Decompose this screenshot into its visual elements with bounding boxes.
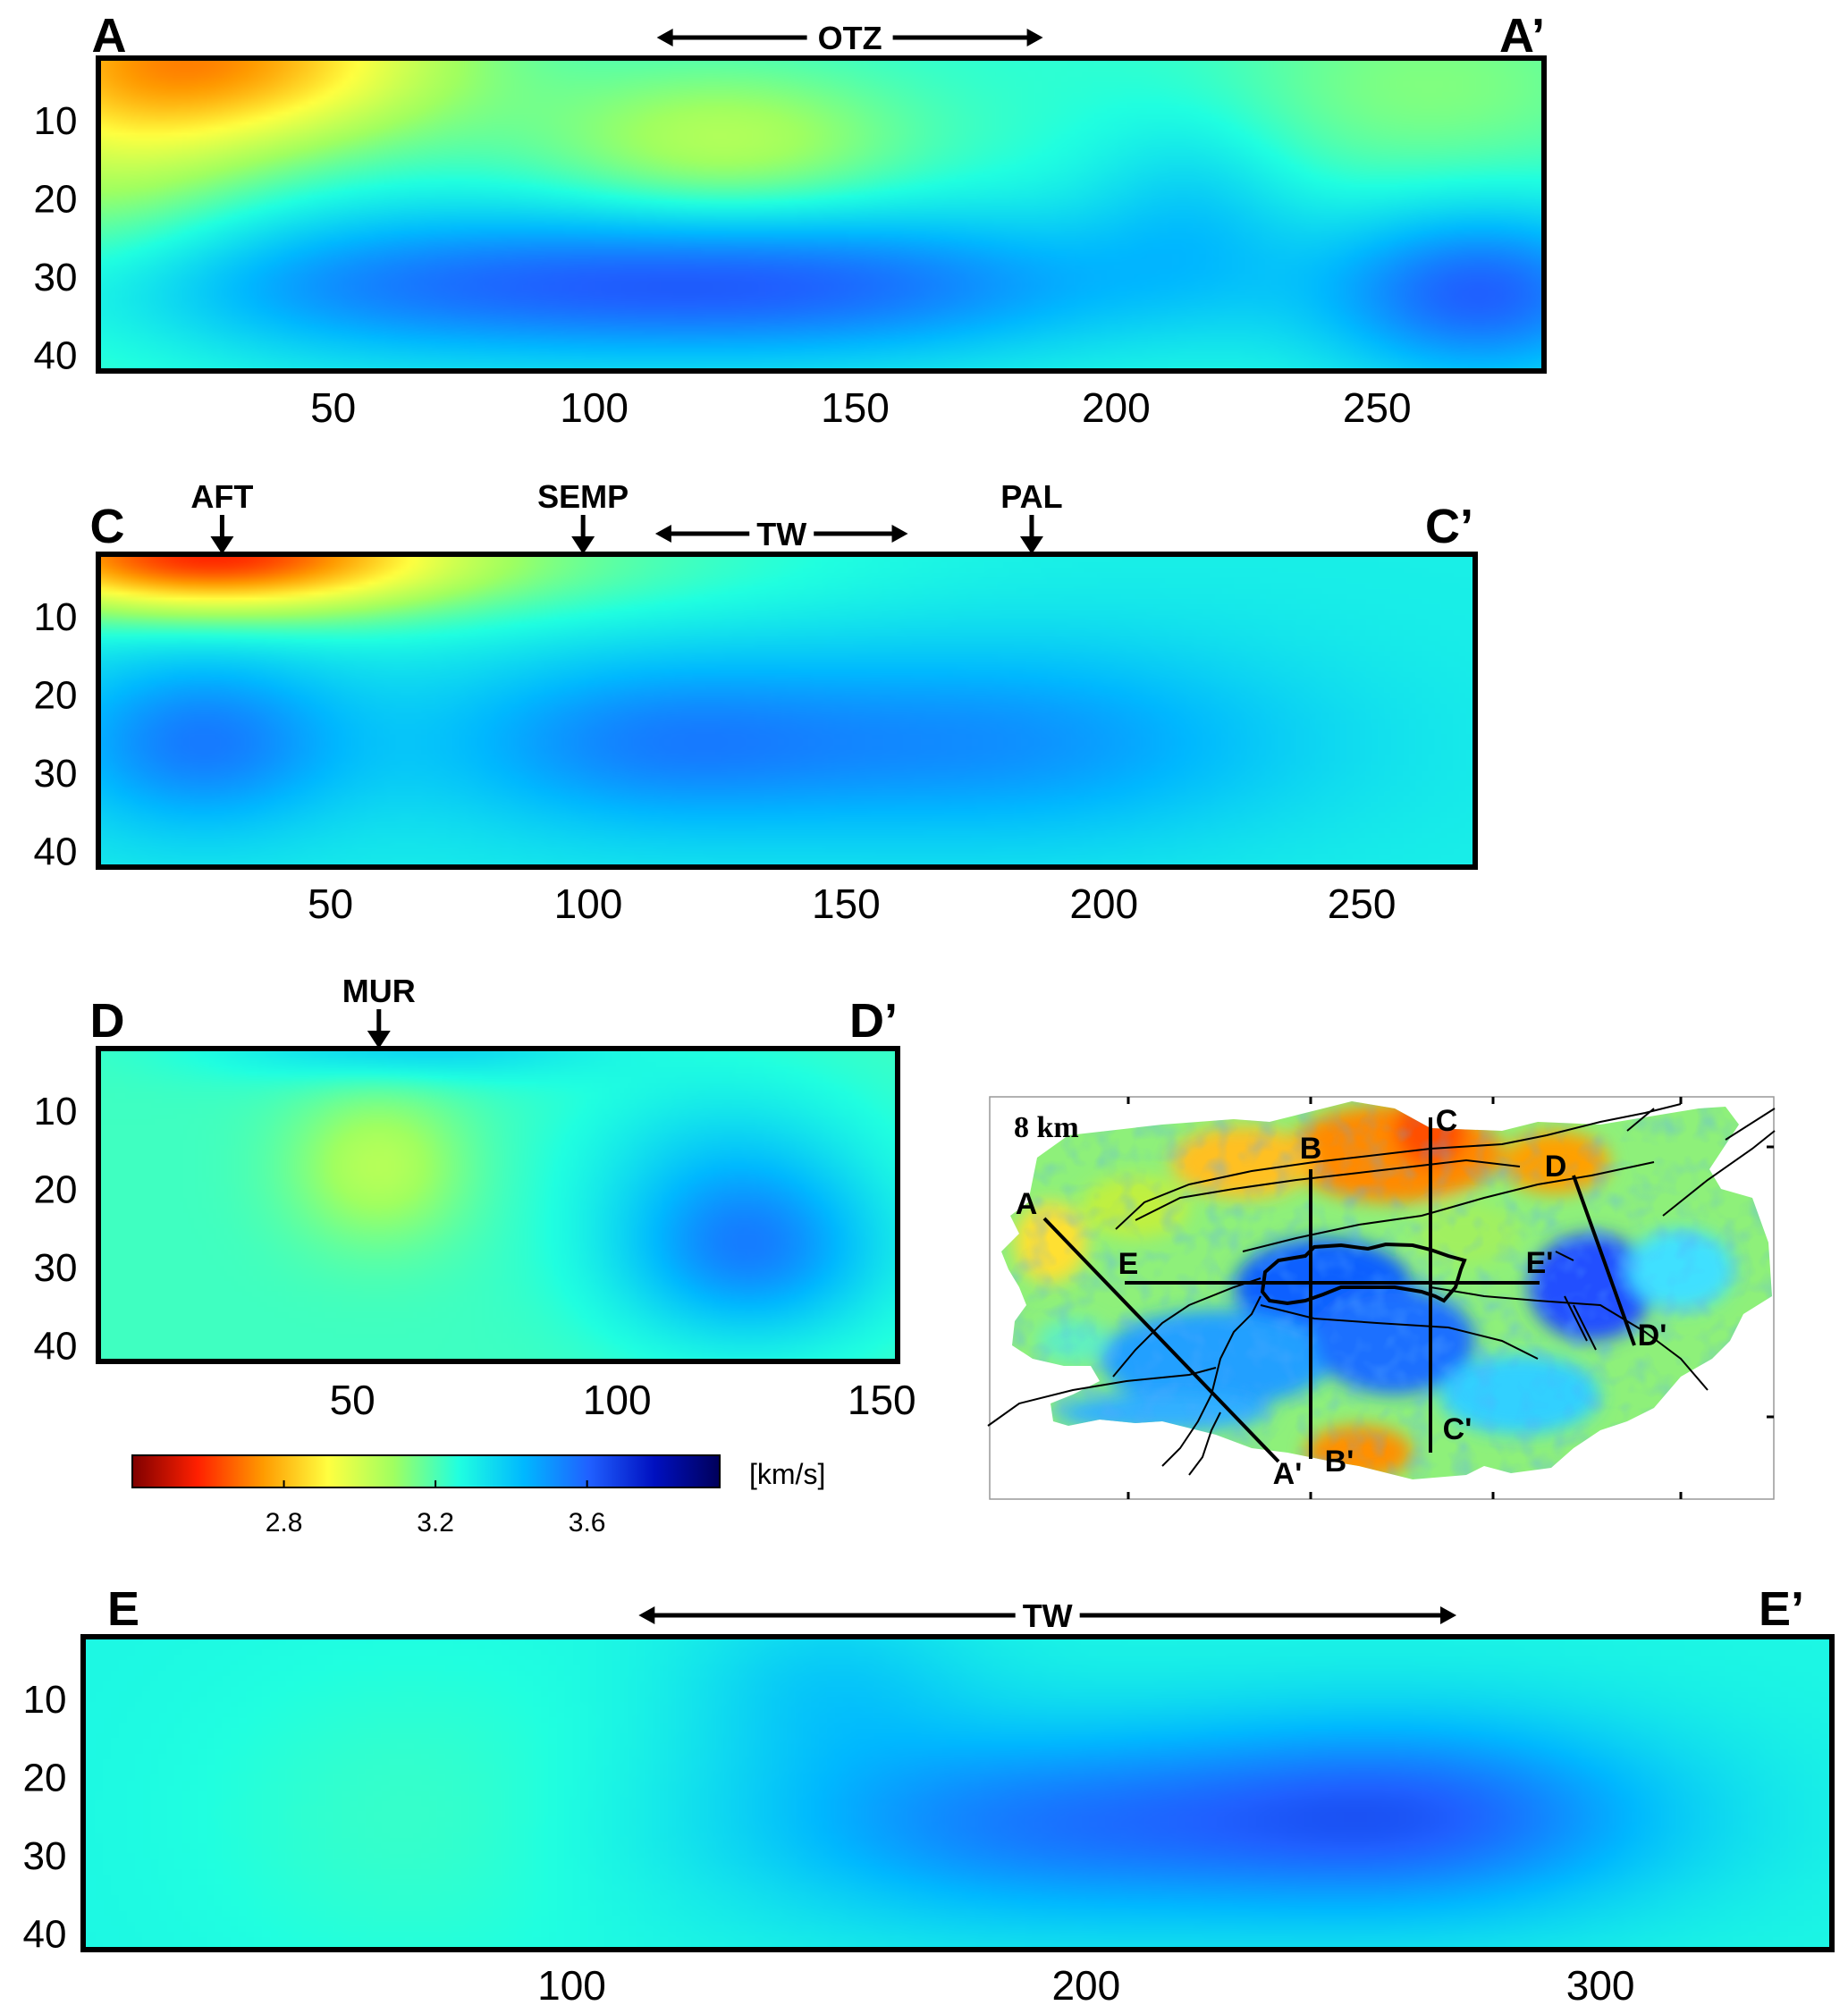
section-start-label: D [90, 994, 125, 1048]
velocity-field [83, 1637, 1832, 1950]
x-tick-label: 100 [537, 1962, 606, 2009]
caldera-outline [1260, 1242, 1467, 1306]
section-end-label: C’ [1425, 500, 1473, 553]
location-arrow: MUR [342, 973, 416, 1049]
location-label: MUR [342, 973, 416, 1009]
inset-profile-label: C [1436, 1104, 1458, 1138]
y-tick-label: 10 [23, 1678, 67, 1722]
colorbar-gradient [131, 1454, 721, 1488]
colorbar-tick-label: 3.6 [569, 1508, 606, 1538]
colorbar-tick-label: 2.8 [266, 1508, 303, 1538]
inset-profile-label: A' [1273, 1457, 1303, 1491]
location-arrow: PAL [1000, 478, 1063, 554]
x-tick-label: 200 [1082, 384, 1151, 431]
span-label: OTZ [818, 20, 882, 56]
y-tick-label: 10 [34, 595, 78, 639]
inset-depth-label: 8 km [1014, 1111, 1079, 1144]
x-tick-label: 300 [1566, 1962, 1635, 2009]
x-tick-label: 100 [560, 384, 629, 431]
y-tick-label: 10 [34, 1090, 78, 1133]
y-tick-label: 30 [23, 1834, 67, 1878]
x-tick-label: 150 [812, 881, 881, 927]
inset-profile-label: A [1016, 1187, 1038, 1221]
x-tick-label: 150 [848, 1377, 916, 1423]
inset-profile-label: E' [1526, 1246, 1554, 1280]
x-tick-label: 200 [1069, 881, 1138, 927]
location-arrow: SEMP [537, 478, 629, 554]
span-label: TW [756, 516, 806, 552]
x-tick-label: 250 [1343, 384, 1412, 431]
y-tick-label: 20 [34, 1168, 78, 1212]
x-tick-label: 150 [821, 384, 890, 431]
velocity-field [98, 58, 1544, 371]
colorbar-unit: [km/s] [749, 1458, 825, 1490]
location-label: AFT [190, 478, 253, 515]
y-tick-label: 30 [34, 752, 78, 796]
location-arrow: AFT [190, 478, 253, 554]
y-tick-label: 30 [34, 256, 78, 299]
colorbar: 2.8 3.2 3.6 [km/s] [131, 1454, 825, 1538]
y-tick-label: 40 [34, 334, 78, 378]
x-tick-label: 50 [308, 881, 353, 927]
span-annotation: TW [654, 516, 908, 552]
x-tick-label: 200 [1051, 1962, 1120, 2009]
location-label: PAL [1000, 478, 1062, 515]
velocity-field [98, 1049, 898, 1361]
y-tick-label: 20 [34, 178, 78, 222]
section-end-label: D’ [849, 994, 898, 1048]
span-annotation: TW [638, 1597, 1457, 1634]
y-tick-label: 40 [34, 1325, 78, 1369]
colorbar-ticks: 2.8 3.2 3.6 [266, 1480, 606, 1538]
section-end-label: E’ [1759, 1582, 1804, 1636]
span-annotation: OTZ [656, 20, 1043, 56]
x-tick-label: 100 [554, 881, 623, 927]
panel-CC: 10 20 30 40 50 100 150 200 250 C C’ AFT SEMP TW PAL [34, 478, 1478, 927]
panel-frame [96, 1046, 900, 1364]
panel-frame [96, 552, 1478, 870]
x-tick-label: 250 [1328, 881, 1397, 927]
panel-DD: 10 20 30 40 50 100 150 D D’ MUR [34, 973, 916, 1423]
panel-AA: 10 20 30 40 50 100 150 200 250 A A’ OTZ [34, 9, 1547, 431]
inset-profile-label: D' [1638, 1319, 1667, 1352]
panel-frame [96, 55, 1547, 374]
panel-frame [80, 1634, 1835, 1952]
section-start-label: C [90, 500, 125, 553]
y-tick-label: 10 [34, 99, 78, 143]
panel-EE: 10 20 30 40 100 200 300 E E’ TW [23, 1582, 1835, 2009]
inset-profile-label: E [1118, 1247, 1139, 1281]
section-end-label: A’ [1499, 9, 1545, 63]
y-tick-label: 40 [23, 1913, 67, 1957]
colorbar-tick-label: 3.2 [417, 1508, 454, 1538]
y-tick-label: 20 [23, 1757, 67, 1800]
y-tick-label: 20 [34, 674, 78, 718]
x-tick-label: 50 [330, 1377, 376, 1423]
velocity-field [98, 554, 1475, 867]
section-start-label: A [92, 9, 127, 63]
inset-profile-labels: A A' B B' C C' D D' E E' [1016, 1104, 1667, 1491]
inset-profile-label: B' [1325, 1445, 1354, 1479]
inset-profile-label: D [1545, 1150, 1567, 1184]
inset-map: A A' B B' C C' D D' E E' 8 km [987, 1096, 1776, 1500]
inset-profile-label: C' [1443, 1412, 1472, 1446]
span-label: TW [1023, 1597, 1073, 1634]
x-tick-label: 100 [583, 1377, 652, 1423]
x-tick-label: 50 [310, 384, 356, 431]
y-tick-label: 40 [34, 830, 78, 874]
section-start-label: E [107, 1582, 139, 1636]
y-tick-label: 30 [34, 1246, 78, 1290]
location-label: SEMP [537, 478, 629, 515]
inset-profile-label: B [1300, 1132, 1322, 1166]
